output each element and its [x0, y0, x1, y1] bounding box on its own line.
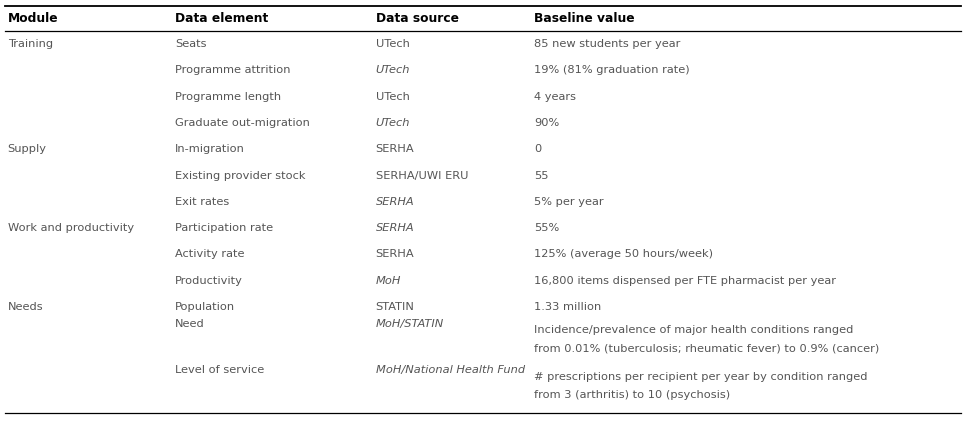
Text: Population: Population: [175, 302, 235, 312]
Text: Work and productivity: Work and productivity: [8, 223, 134, 233]
Text: from 0.01% (tuberculosis; rheumatic fever) to 0.9% (cancer): from 0.01% (tuberculosis; rheumatic feve…: [534, 343, 880, 353]
Text: Training: Training: [8, 39, 53, 49]
Text: STATIN: STATIN: [376, 302, 414, 312]
Text: 85 new students per year: 85 new students per year: [534, 39, 681, 49]
Text: UTech: UTech: [376, 92, 409, 102]
Text: 90%: 90%: [534, 118, 560, 128]
Text: 1.33 million: 1.33 million: [534, 302, 602, 312]
Text: Module: Module: [8, 12, 59, 25]
Text: Level of service: Level of service: [175, 365, 265, 376]
Text: Seats: Seats: [175, 39, 207, 49]
Text: Incidence/prevalence of major health conditions ranged: Incidence/prevalence of major health con…: [534, 325, 854, 335]
Text: Exit rates: Exit rates: [175, 197, 229, 207]
Text: 19% (81% graduation rate): 19% (81% graduation rate): [534, 65, 690, 75]
Text: 16,800 items dispensed per FTE pharmacist per year: 16,800 items dispensed per FTE pharmacis…: [534, 276, 837, 286]
Text: MoH/STATIN: MoH/STATIN: [376, 319, 444, 329]
Text: UTech: UTech: [376, 118, 410, 128]
Text: 0: 0: [534, 144, 542, 154]
Text: MoH/National Health Fund: MoH/National Health Fund: [376, 365, 525, 376]
Text: In-migration: In-migration: [175, 144, 246, 154]
Text: Existing provider stock: Existing provider stock: [175, 170, 306, 181]
Text: from 3 (arthritis) to 10 (psychosis): from 3 (arthritis) to 10 (psychosis): [534, 390, 731, 400]
Text: Activity rate: Activity rate: [175, 249, 245, 259]
Text: SERHA: SERHA: [376, 223, 414, 233]
Text: 4 years: 4 years: [534, 92, 577, 102]
Text: Supply: Supply: [8, 144, 46, 154]
Text: 55%: 55%: [534, 223, 560, 233]
Text: 5% per year: 5% per year: [534, 197, 604, 207]
Text: SERHA: SERHA: [376, 197, 414, 207]
Text: SERHA: SERHA: [376, 144, 414, 154]
Text: MoH: MoH: [376, 276, 401, 286]
Text: Needs: Needs: [8, 302, 43, 312]
Text: UTech: UTech: [376, 65, 410, 75]
Text: 125% (average 50 hours/week): 125% (average 50 hours/week): [534, 249, 714, 259]
Text: 55: 55: [534, 170, 549, 181]
Text: Graduate out-migration: Graduate out-migration: [175, 118, 310, 128]
Text: Need: Need: [175, 319, 205, 329]
Text: UTech: UTech: [376, 39, 409, 49]
Text: # prescriptions per recipient per year by condition ranged: # prescriptions per recipient per year b…: [534, 372, 868, 382]
Text: SERHA/UWI ERU: SERHA/UWI ERU: [376, 170, 468, 181]
Text: Productivity: Productivity: [175, 276, 243, 286]
Text: SERHA: SERHA: [376, 249, 414, 259]
Text: Programme length: Programme length: [175, 92, 281, 102]
Text: Participation rate: Participation rate: [175, 223, 273, 233]
Text: Programme attrition: Programme attrition: [175, 65, 291, 75]
Text: Data source: Data source: [376, 12, 458, 25]
Text: Data element: Data element: [175, 12, 269, 25]
Text: Baseline value: Baseline value: [534, 12, 635, 25]
